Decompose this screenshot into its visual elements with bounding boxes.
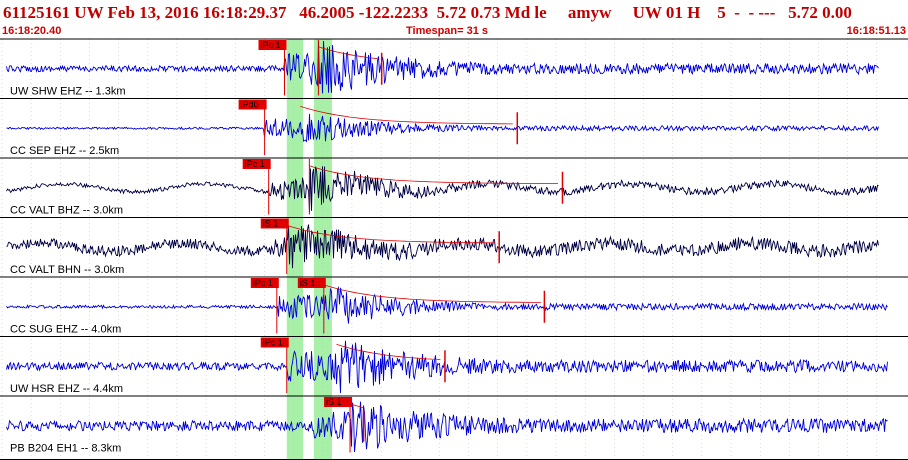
waveform-trace <box>6 40 879 94</box>
waveform-trace <box>6 401 888 453</box>
phase-pick-flag <box>297 278 326 288</box>
phase-pick-flag <box>260 337 289 348</box>
station-label: CC SEP EHZ -- 2.5km <box>10 145 119 157</box>
phase-pick-label: iS 1 <box>326 397 342 407</box>
phase-pick-flag <box>242 159 271 169</box>
event-summary-title: 61125161 UW Feb 13, 2016 16:18:29.37 46.… <box>3 3 852 22</box>
station-label: CC VALT BHN -- 3.0km <box>10 264 124 276</box>
phase-pick-label: iPc 1 <box>263 338 283 348</box>
station-label: CC VALT BHZ -- 3.0km <box>10 205 123 217</box>
waveform-trace <box>6 166 879 213</box>
phase-pick-label: iS 1 <box>300 278 316 288</box>
waveform-trace <box>6 340 888 394</box>
phase-pick-label: iPc 1 <box>253 278 273 288</box>
phase-pick-flag <box>250 278 279 288</box>
start-time-label: 16:18:20.40 <box>2 25 62 37</box>
phase-pick-label: iPc 1 <box>261 40 281 50</box>
end-time-label: 16:18:51.13 <box>846 25 906 37</box>
phase-pick-label: iPd0 <box>241 100 259 110</box>
waveform-trace <box>6 285 888 324</box>
coda-fit-curve <box>300 105 513 125</box>
phase-pick-flag <box>258 40 287 50</box>
phase-pick-label: iS 1 <box>263 219 279 229</box>
station-label: PB B204 EH1 -- 8.3km <box>10 443 121 455</box>
phase-pick-flag <box>324 397 353 407</box>
waveform-trace <box>6 224 879 269</box>
coda-fit-curve <box>336 343 441 360</box>
station-label: UW HSR EHZ -- 4.4km <box>10 383 123 395</box>
coda-fit-curve <box>286 224 495 244</box>
station-label: CC SUG EHZ -- 4.0km <box>10 324 121 336</box>
phase-pick-label: iPc 1 <box>245 159 265 169</box>
station-label: UW SHW EHZ -- 1.3km <box>10 86 126 98</box>
coda-fit-curve <box>349 403 364 409</box>
timespan-label: Timespan= 31 s <box>406 25 489 37</box>
phase-pick-flag <box>260 218 289 229</box>
coda-fit-curve <box>323 284 541 303</box>
phase-pick-flag <box>238 99 267 110</box>
coda-fit-curve <box>318 46 378 60</box>
waveform-trace <box>6 113 879 143</box>
coda-fit-curve <box>309 165 558 184</box>
